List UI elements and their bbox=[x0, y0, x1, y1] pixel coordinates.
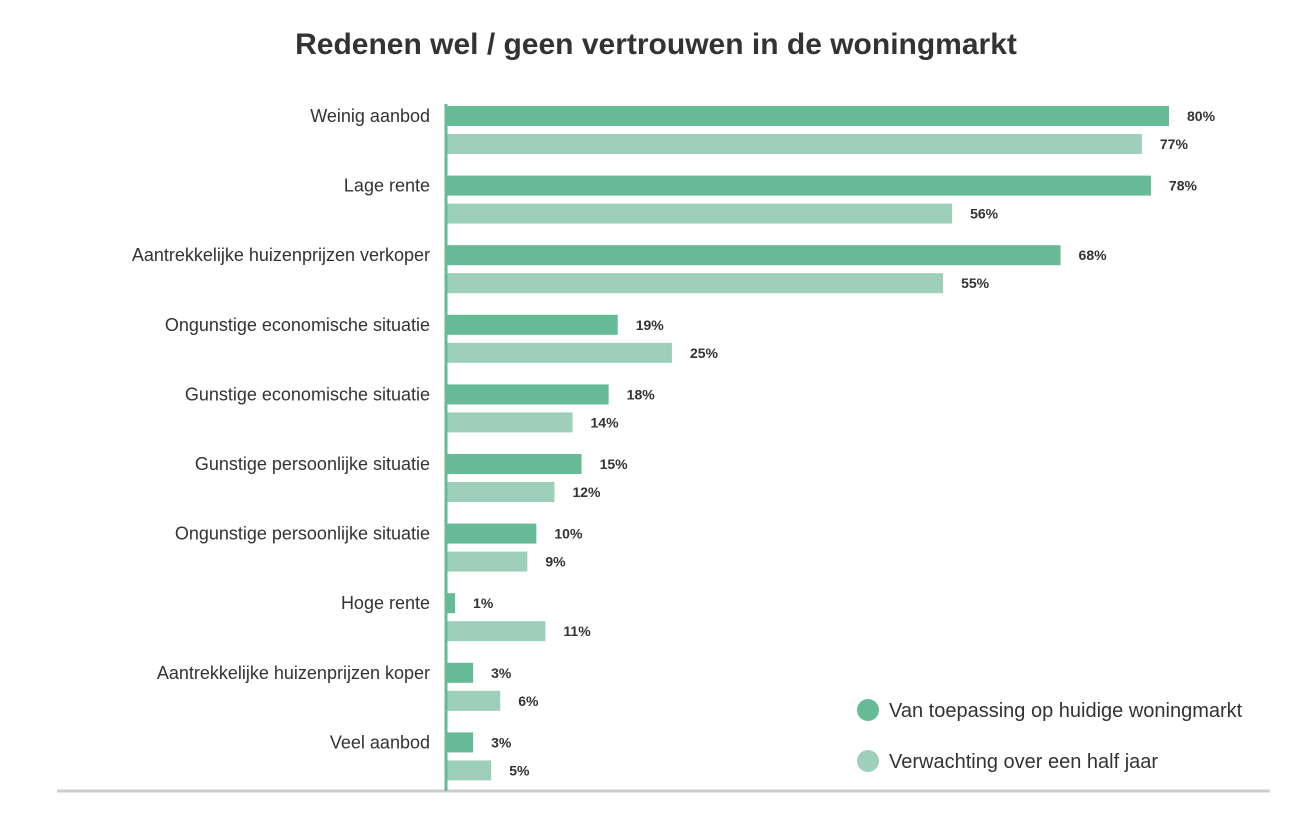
value-label-expected: 14% bbox=[591, 414, 620, 430]
bars-layer bbox=[446, 106, 1169, 781]
legend-label-current: Van toepassing op huidige woningmarkt bbox=[889, 700, 1243, 722]
value-label-expected: 25% bbox=[690, 345, 719, 361]
category-label: Ongunstige persoonlijke situatie bbox=[175, 524, 430, 544]
value-label-expected: 12% bbox=[572, 484, 601, 500]
bar-current bbox=[446, 662, 474, 683]
value-label-expected: 9% bbox=[545, 554, 566, 570]
value-label-current: 1% bbox=[473, 595, 494, 611]
category-label: Aantrekkelijke huizenprijzen verkoper bbox=[132, 245, 430, 265]
bar-current bbox=[446, 523, 537, 544]
category-label: Aantrekkelijke huizenprijzen koper bbox=[157, 663, 430, 683]
value-label-current: 3% bbox=[491, 734, 512, 750]
bar-expected bbox=[446, 412, 573, 433]
labels-layer: Weinig aanbod 80% 77% Lage rente 78% 56% Aantr… bbox=[132, 106, 1216, 778]
category-label: Gunstige economische situatie bbox=[185, 384, 430, 404]
legend-marker-current bbox=[857, 699, 879, 721]
value-label-current: 15% bbox=[600, 456, 629, 472]
legend: Van toepassing op huidige woningmarkt Ve… bbox=[857, 699, 1243, 773]
value-label-current: 3% bbox=[491, 665, 512, 681]
legend-marker-expected bbox=[857, 750, 879, 772]
bar-expected bbox=[446, 203, 953, 224]
value-label-current: 18% bbox=[627, 386, 656, 402]
value-label-current: 19% bbox=[636, 317, 665, 333]
value-label-current: 80% bbox=[1187, 108, 1216, 124]
bar-expected bbox=[446, 482, 555, 502]
chart-title: Redenen wel / geen vertrouwen in de woni… bbox=[295, 28, 1017, 61]
bar-current bbox=[446, 175, 1151, 196]
bar-expected bbox=[446, 760, 492, 781]
value-label-expected: 6% bbox=[518, 693, 539, 709]
value-label-current: 78% bbox=[1169, 178, 1198, 194]
category-label: Weinig aanbod bbox=[310, 106, 430, 126]
bar-expected bbox=[446, 342, 672, 363]
value-label-expected: 77% bbox=[1160, 136, 1189, 152]
bar-current bbox=[446, 454, 582, 474]
bar-current bbox=[446, 593, 456, 614]
value-label-expected: 5% bbox=[509, 762, 530, 778]
category-label: Hoge rente bbox=[341, 593, 430, 613]
bar-current bbox=[446, 314, 618, 335]
bar-expected bbox=[446, 621, 546, 642]
value-label-current: 10% bbox=[554, 526, 583, 542]
value-label-expected: 55% bbox=[961, 275, 990, 291]
bar-current bbox=[446, 106, 1169, 126]
value-label-expected: 11% bbox=[563, 623, 591, 639]
category-label: Veel aanbod bbox=[330, 732, 430, 752]
category-label: Ongunstige economische situatie bbox=[165, 315, 430, 335]
bar-current bbox=[446, 732, 474, 753]
value-label-expected: 56% bbox=[970, 206, 999, 222]
bar-expected bbox=[446, 690, 501, 711]
bar-current bbox=[446, 384, 609, 405]
bar-expected bbox=[446, 273, 944, 294]
bar-expected bbox=[446, 551, 528, 572]
bar-expected bbox=[446, 134, 1142, 154]
bar-current bbox=[446, 245, 1061, 266]
category-label: Lage rente bbox=[344, 176, 430, 196]
value-label-current: 68% bbox=[1079, 247, 1108, 263]
legend-label-expected: Verwachting over een half jaar bbox=[889, 751, 1158, 773]
category-label: Gunstige persoonlijke situatie bbox=[195, 454, 430, 474]
